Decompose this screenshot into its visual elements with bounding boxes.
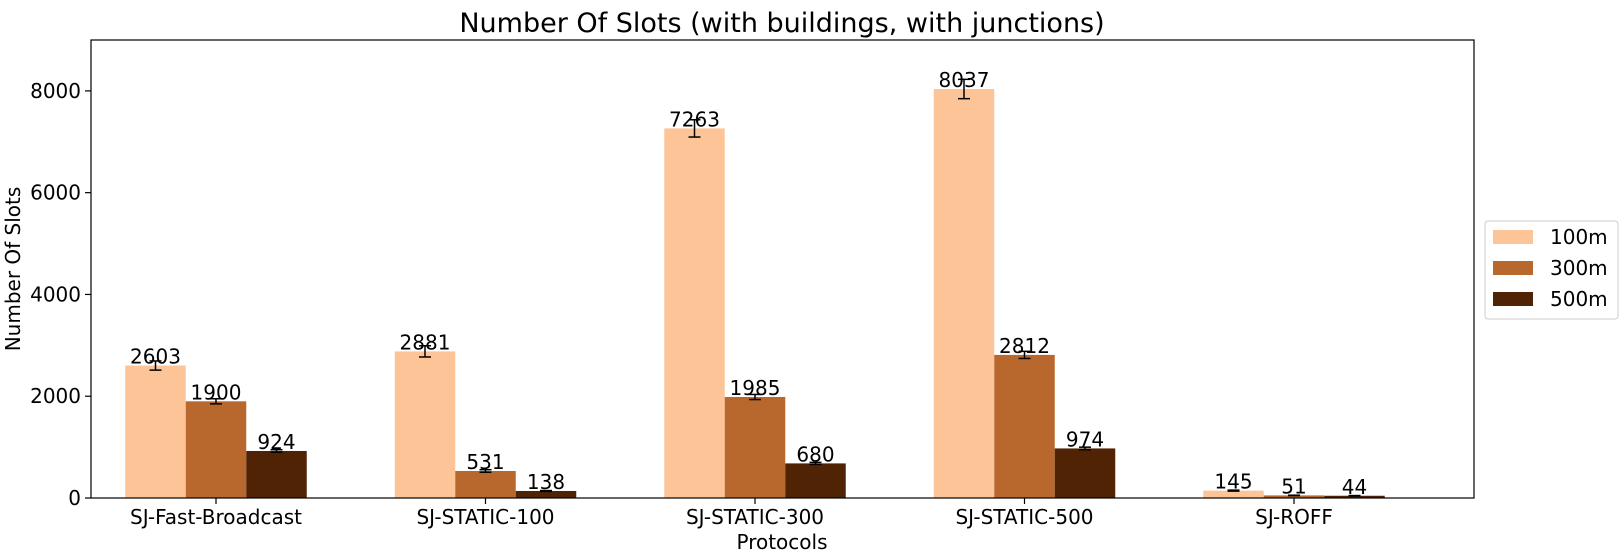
error-bar bbox=[749, 393, 761, 401]
data-label: 924 bbox=[257, 430, 295, 454]
chart-title: Number Of Slots (with buildings, with ju… bbox=[459, 8, 1104, 39]
bar-300m-0 bbox=[185, 401, 247, 498]
y-axis: 0 2000 4000 6000 8000 bbox=[30, 79, 91, 510]
error-bar bbox=[149, 360, 162, 371]
error-bar bbox=[479, 468, 492, 474]
bar-300m-1 bbox=[455, 470, 516, 498]
error-bar bbox=[419, 345, 431, 358]
x-axis: SJ-Fast-Broadcast SJ-STATIC-100 SJ-STATIC-… bbox=[130, 498, 1333, 529]
legend-swatch-300m bbox=[1493, 261, 1533, 275]
data-label: 138 bbox=[527, 470, 565, 494]
x-axis-label: Protocols bbox=[736, 530, 827, 554]
bar-500m-3 bbox=[1054, 448, 1116, 498]
data-label: 1985 bbox=[730, 376, 781, 400]
y-tick-label: 4000 bbox=[30, 282, 81, 306]
data-label: 2881 bbox=[400, 330, 451, 354]
y-tick-label: 6000 bbox=[30, 181, 81, 205]
data-label: 145 bbox=[1214, 470, 1252, 494]
error-bar bbox=[210, 398, 222, 405]
data-label: 51 bbox=[1281, 474, 1306, 498]
bar-300m-4 bbox=[1263, 495, 1325, 498]
bar-100m-1 bbox=[394, 351, 456, 498]
plot-area: 2603 2881 7263 8037 145 1900 531 1985 2812 51 924 1… bbox=[125, 68, 1385, 499]
error-bar bbox=[1227, 489, 1240, 492]
x-tick-label: SJ-STATIC-300 bbox=[686, 505, 824, 529]
x-tick-label: SJ-STATIC-100 bbox=[416, 505, 554, 529]
y-tick-label: 8000 bbox=[30, 79, 81, 103]
data-label: 531 bbox=[466, 450, 504, 474]
bar-100m-0 bbox=[125, 365, 186, 498]
bar-500m-4 bbox=[1324, 495, 1385, 498]
legend: 100m 300m 500m bbox=[1484, 220, 1619, 320]
x-tick-label: SJ-ROFF bbox=[1255, 505, 1333, 529]
legend-label-100m: 100m bbox=[1550, 225, 1608, 249]
error-bar bbox=[958, 78, 970, 100]
error-bar bbox=[809, 461, 822, 466]
x-tick-label: SJ-Fast-Broadcast bbox=[130, 505, 302, 529]
bar-100m-3 bbox=[933, 89, 995, 499]
bar-500m-2 bbox=[785, 463, 846, 498]
legend-label-500m: 500m bbox=[1550, 287, 1608, 311]
error-bar bbox=[1018, 350, 1031, 360]
bar-500m-1 bbox=[515, 490, 577, 498]
data-label: 7263 bbox=[669, 107, 720, 131]
x-tick-label: SJ-STATIC-500 bbox=[955, 505, 1093, 529]
error-bar bbox=[688, 118, 701, 138]
legend-swatch-100m bbox=[1493, 230, 1533, 244]
data-label: 2603 bbox=[130, 345, 181, 369]
y-tick-label: 2000 bbox=[30, 384, 81, 408]
legend-swatch-500m bbox=[1493, 292, 1533, 306]
data-label: 2812 bbox=[999, 334, 1050, 358]
error-bar bbox=[540, 489, 552, 493]
error-bar bbox=[270, 448, 283, 454]
data-label: 44 bbox=[1342, 475, 1367, 499]
data-label: 1900 bbox=[191, 380, 242, 404]
legend-label-300m: 300m bbox=[1550, 256, 1608, 280]
y-tick-label: 0 bbox=[68, 486, 81, 510]
bar-100m-4 bbox=[1203, 490, 1264, 498]
error-bar bbox=[1079, 446, 1091, 451]
bar-500m-0 bbox=[246, 450, 307, 498]
bar-100m-2 bbox=[664, 128, 725, 499]
bar-300m-2 bbox=[724, 396, 786, 498]
data-label: 8037 bbox=[939, 68, 990, 92]
bar-300m-3 bbox=[994, 354, 1055, 498]
y-axis-label: Number Of Slots bbox=[1, 187, 25, 352]
plot-frame bbox=[90, 39, 1475, 499]
data-label: 974 bbox=[1066, 427, 1104, 451]
data-label: 680 bbox=[796, 442, 834, 466]
